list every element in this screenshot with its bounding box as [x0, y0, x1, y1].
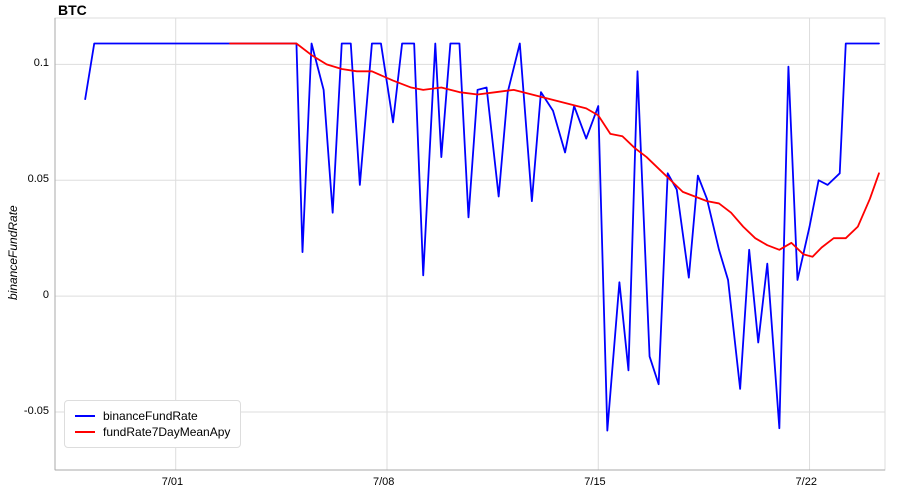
legend-item: binanceFundRate — [75, 409, 230, 423]
x-tick-label: 7/01 — [162, 476, 183, 488]
legend-label: binanceFundRate — [103, 409, 198, 423]
y-tick-label: -0.05 — [24, 405, 49, 417]
y-tick-label: 0.1 — [34, 57, 49, 69]
y-tick-label: 0.05 — [28, 173, 49, 185]
series-lines — [85, 44, 879, 431]
legend-swatch — [75, 431, 95, 433]
legend-label: fundRate7DayMeanApy — [103, 425, 230, 439]
btc-fundrate-chart: BTC binanceFundRate 7/017/087/157/22 -0.… — [0, 0, 900, 500]
y-tick-label: 0 — [43, 289, 49, 301]
legend: binanceFundRate fundRate7DayMeanApy — [64, 400, 241, 448]
legend-swatch — [75, 415, 95, 417]
x-tick-label: 7/22 — [796, 476, 817, 488]
series-line-0 — [85, 44, 879, 431]
legend-item: fundRate7DayMeanApy — [75, 425, 230, 439]
x-tick-label: 7/15 — [584, 476, 605, 488]
x-tick-label: 7/08 — [373, 476, 394, 488]
